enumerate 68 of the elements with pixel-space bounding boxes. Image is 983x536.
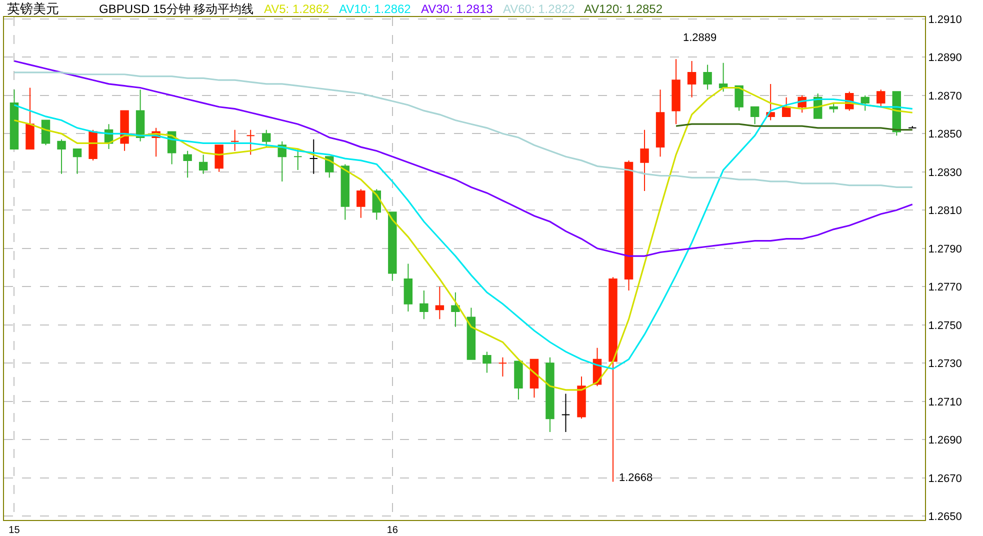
y-tick-label: 1.2850 — [928, 128, 962, 141]
text: AV5: 1.2862 — [264, 2, 330, 16]
candlestick — [72, 148, 82, 174]
candlestick — [404, 263, 413, 312]
candlestick — [577, 376, 586, 420]
candlestick — [561, 393, 570, 433]
y-tick-label: 1.2810 — [928, 205, 962, 218]
candlestick — [41, 120, 50, 146]
line-series — [13, 60, 914, 257]
y-tick-label: 1.2750 — [928, 320, 962, 332]
chart-subtitle: GBPUSD 15分钟 移动平均线 — [99, 2, 254, 16]
text: AV30: 1.2813 — [421, 2, 494, 16]
candlestick — [766, 83, 775, 121]
y-tick-label: 1.2910 — [928, 14, 962, 26]
candlestick — [340, 164, 350, 220]
y-tick-label: 1.2870 — [928, 90, 962, 102]
y-tick-label: 1.2710 — [928, 396, 962, 408]
candlestick — [246, 129, 255, 156]
text: AV120: 1.2852 — [584, 2, 663, 16]
annotation: 1.2668 — [619, 472, 653, 484]
candlestick — [26, 87, 34, 150]
candlestick — [640, 129, 649, 192]
text: AV10: 1.2862 — [339, 2, 412, 16]
candlestick — [356, 188, 366, 218]
candlestick — [498, 356, 508, 378]
candlestick — [860, 94, 870, 112]
candlestick — [687, 60, 696, 98]
x-tick-label: 15 — [8, 525, 20, 536]
y-tick-label: 1.2770 — [928, 282, 962, 294]
chart-title: 英镑美元 — [7, 1, 59, 16]
candlestick — [136, 89, 145, 142]
candlestick — [198, 154, 208, 174]
candlestick — [718, 62, 728, 92]
y-tick-label: 1.2890 — [928, 52, 962, 64]
candlestick — [482, 351, 492, 374]
candlestick — [514, 360, 523, 400]
line-series — [13, 72, 914, 188]
candlestick — [624, 160, 634, 291]
candlestick — [703, 64, 712, 90]
candlestick — [309, 138, 318, 174]
candlestick — [451, 292, 460, 328]
candlestick — [420, 290, 428, 320]
candlestick — [435, 286, 444, 320]
y-tick-label: 1.2650 — [928, 511, 962, 524]
candlestick — [388, 212, 397, 282]
candlestick — [672, 58, 680, 125]
candlestick — [656, 89, 665, 158]
candlestick — [230, 129, 240, 152]
candlestick — [782, 96, 791, 117]
x-tick-label: 16 — [386, 525, 398, 536]
candlestick — [750, 106, 760, 125]
candlestick — [876, 89, 886, 108]
annotation: 1.2889 — [683, 32, 717, 44]
y-tick-label: 1.2830 — [928, 166, 962, 179]
y-tick-label: 1.2790 — [928, 243, 962, 256]
candlestick — [466, 307, 476, 360]
y-tick-label: 1.2730 — [928, 358, 962, 370]
candlestick — [10, 89, 19, 150]
candlestick — [546, 356, 554, 433]
candlestick — [183, 150, 192, 178]
candlestick — [908, 126, 917, 128]
y-tick-label: 1.2690 — [928, 434, 962, 447]
candlestick — [57, 138, 66, 174]
candlestick — [608, 276, 618, 482]
candlestick — [214, 144, 224, 172]
text: AV60: 1.2822 — [503, 2, 576, 16]
candlestick — [530, 358, 539, 398]
y-tick-label: 1.2670 — [928, 472, 962, 485]
